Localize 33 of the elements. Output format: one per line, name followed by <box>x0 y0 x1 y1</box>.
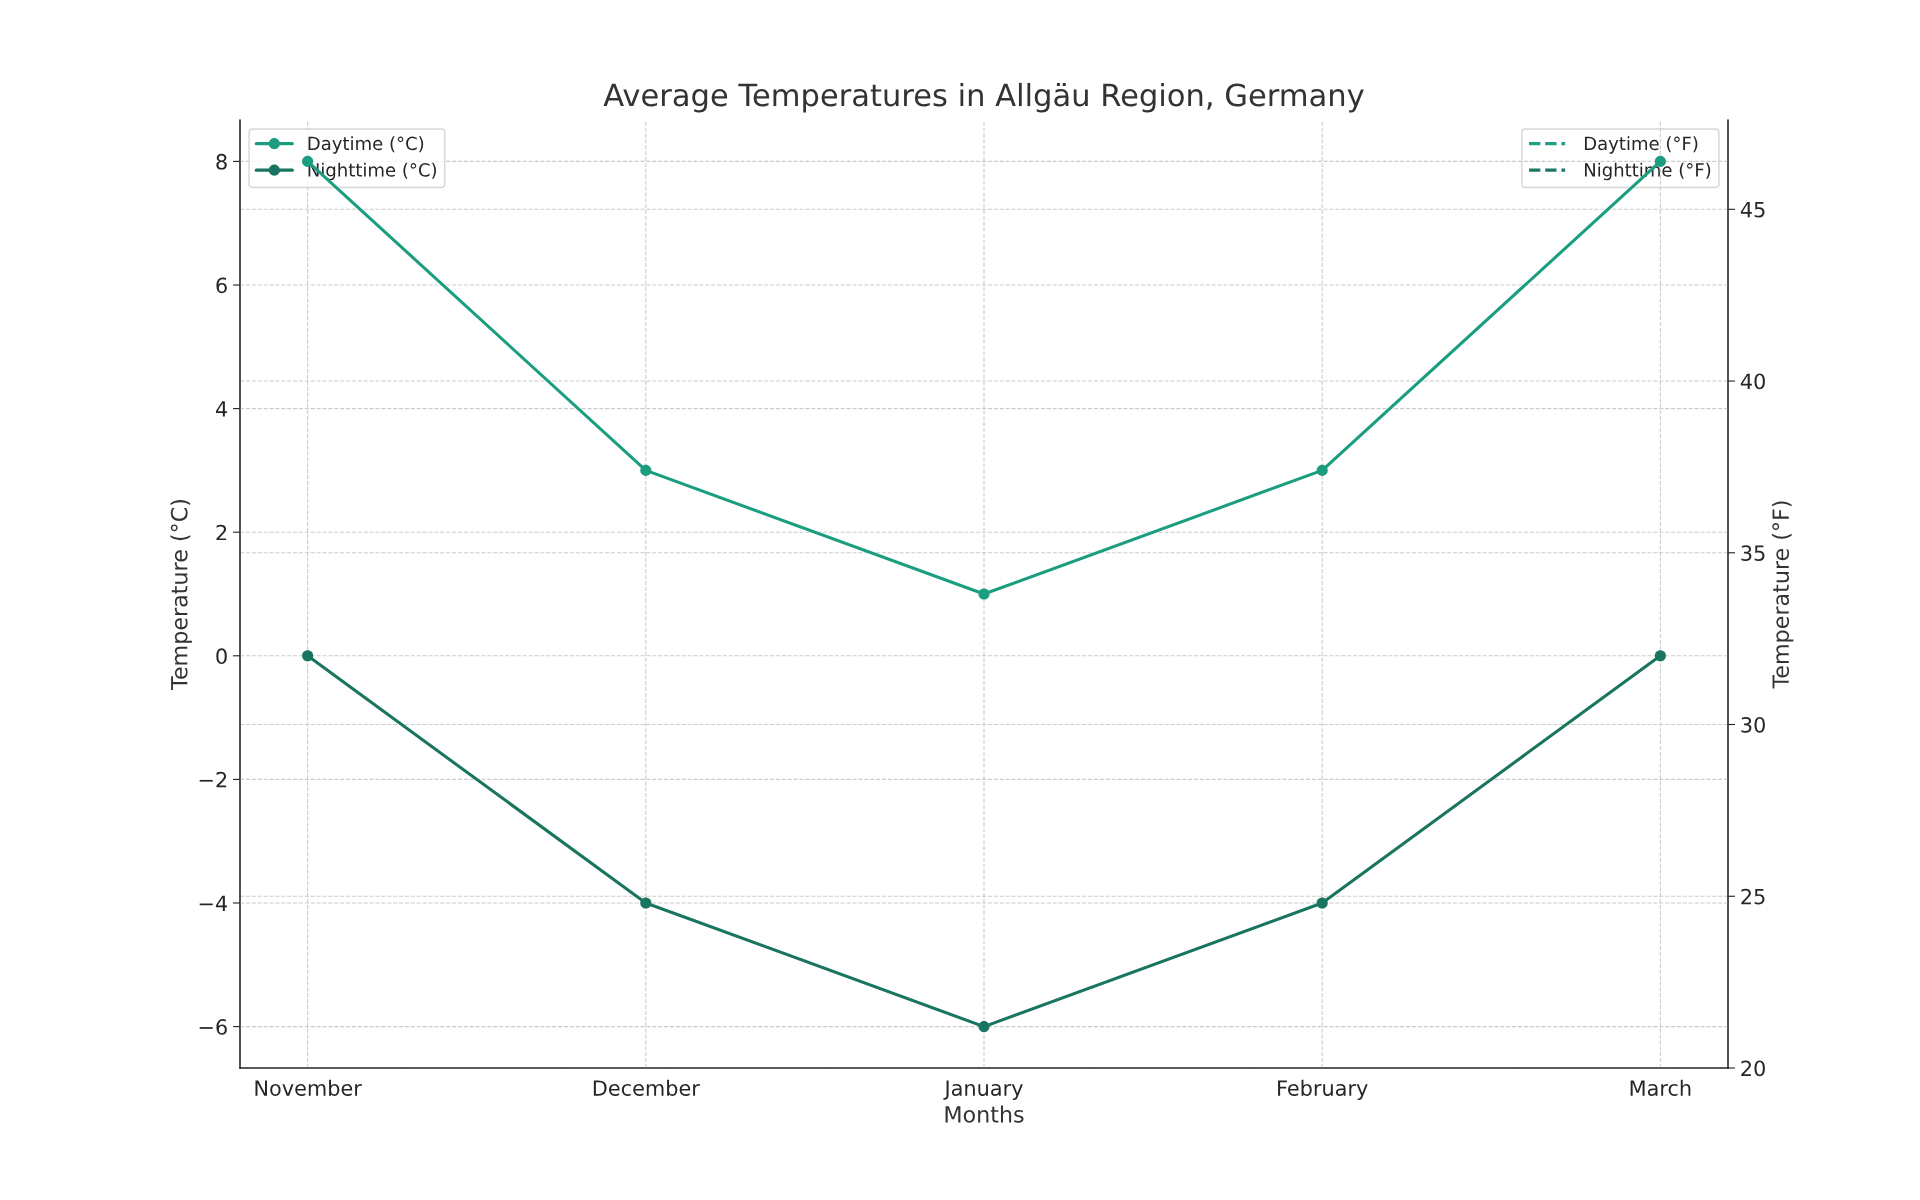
y-tick-label: −2 <box>199 771 227 788</box>
x-tick-label: December <box>593 1079 700 1096</box>
point <box>978 588 990 600</box>
legend-label: Daytime (°F) <box>1584 136 1698 154</box>
y-axis-title: Temperature (°C) <box>170 500 192 690</box>
x-axis-title: Months <box>945 1105 1024 1123</box>
x-tick-label: January <box>943 1080 1023 1100</box>
chart-title: Average Temperatures in Allgäu Region, Germany <box>603 82 1364 113</box>
point <box>1654 650 1666 662</box>
y2-axis-title: Temperature (°F) <box>1771 501 1794 689</box>
y2-tick-label: 30 <box>1741 716 1765 733</box>
y-tick-label: 6 <box>216 277 227 294</box>
y2-tick-label: 25 <box>1741 888 1765 905</box>
y-tick-label: 2 <box>216 524 227 541</box>
y-tick-label: 4 <box>215 401 228 417</box>
y-tick-label: 8 <box>216 153 227 170</box>
x-tick-label: February <box>1278 1079 1368 1100</box>
y2-tick-label: 20 <box>1741 1060 1765 1077</box>
x-tick-label: March <box>1630 1079 1691 1096</box>
x-tick-label: November <box>255 1079 362 1096</box>
y2-tick-label: 40 <box>1740 373 1765 390</box>
y-tick-label: −6 <box>199 1019 227 1035</box>
y-tick-label: 0 <box>216 648 227 665</box>
legend-label: Daytime (°C) <box>308 136 424 154</box>
point <box>978 1021 990 1033</box>
y2-tick-label: 45 <box>1740 202 1765 218</box>
point <box>302 650 314 662</box>
point <box>1316 464 1328 476</box>
y-tick-label: −4 <box>199 895 228 911</box>
y2-tick-label: 35 <box>1741 545 1765 561</box>
point <box>640 464 652 476</box>
point <box>640 897 652 909</box>
point <box>1316 897 1328 909</box>
